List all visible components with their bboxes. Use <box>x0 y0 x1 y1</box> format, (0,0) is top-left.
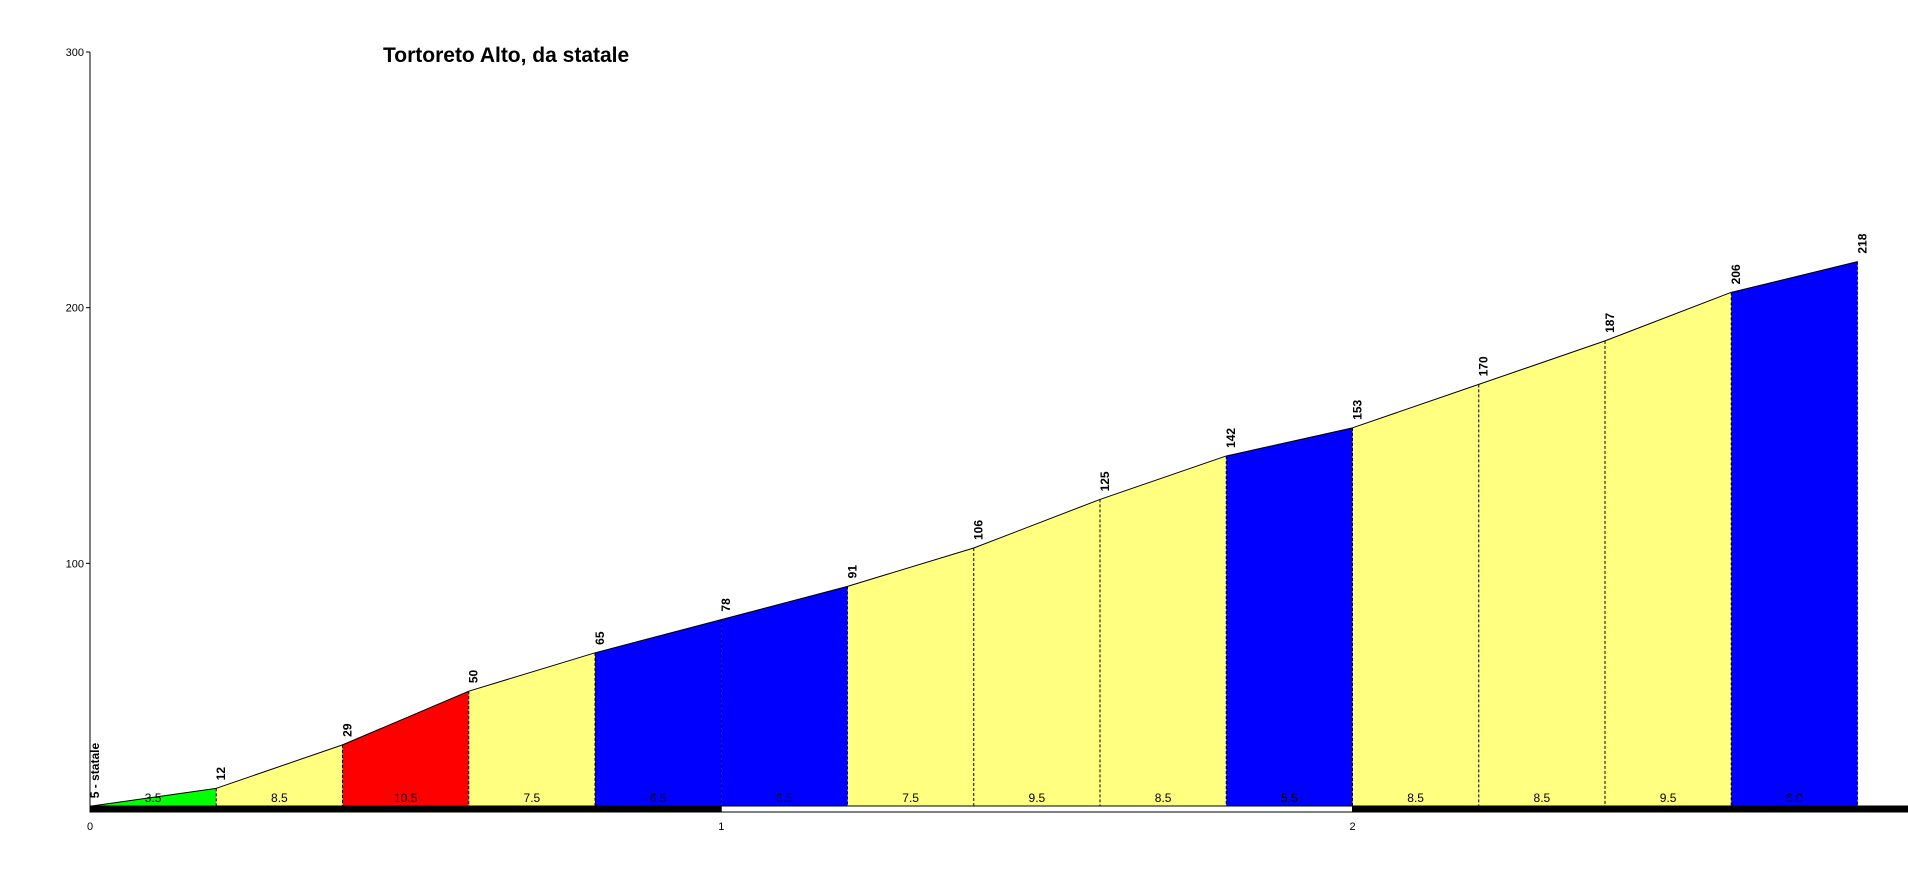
segment <box>847 547 974 806</box>
profile-line <box>1226 427 1353 457</box>
x-tick-label: 2 <box>1349 821 1355 833</box>
gradient-label: 6.5 <box>650 791 667 805</box>
segment <box>721 586 848 806</box>
profile-line <box>721 585 848 621</box>
profile-line <box>1604 291 1732 342</box>
profile-line <box>89 787 217 807</box>
gradient-label: 9.5 <box>1029 791 1046 805</box>
segment <box>1100 455 1227 806</box>
profile-line <box>973 498 1101 549</box>
gradient-label: 8.5 <box>1155 791 1172 805</box>
profile-line <box>1352 383 1479 429</box>
km-bar <box>720 805 1353 813</box>
elevation-label: 218 <box>1856 233 1870 253</box>
profile-line <box>594 619 722 654</box>
segment <box>216 744 343 806</box>
profile-line <box>216 744 343 789</box>
segment <box>973 499 1100 806</box>
elevation-label: 153 <box>1351 399 1365 419</box>
elevation-label: 91 <box>846 565 860 579</box>
profile-line <box>1099 455 1227 500</box>
gradient-label: 7.5 <box>902 791 919 805</box>
gradient-label: 6.0 <box>1786 791 1803 805</box>
km-bar <box>89 805 722 813</box>
segment <box>1731 261 1858 806</box>
elevation-label: 125 <box>1098 471 1112 491</box>
gradient-label: 5.5 <box>1281 791 1298 805</box>
segment <box>1352 384 1479 806</box>
y-tick-label: 300 <box>66 47 84 59</box>
elevation-label: 187 <box>1603 313 1617 333</box>
segment <box>595 619 722 806</box>
profile-line <box>1731 261 1858 293</box>
elevation-label: 106 <box>972 520 986 540</box>
x-tick-label: 1 <box>718 821 724 833</box>
profile-line <box>847 547 974 587</box>
segment <box>342 691 469 806</box>
x-tick-label: 0 <box>87 821 93 833</box>
elevation-label: 12 <box>214 767 228 781</box>
chart-title: Tortoreto Alto, da statale <box>383 44 629 67</box>
elevation-label: 65 <box>593 631 607 645</box>
profile-line <box>468 652 596 692</box>
elevation-label: 50 <box>467 669 481 683</box>
segment <box>1226 427 1353 806</box>
elevation-label: 5 - statale <box>88 743 102 799</box>
segment <box>468 652 595 806</box>
profile-line <box>342 690 469 746</box>
elevation-label: 29 <box>341 723 355 737</box>
gradient-label: 8.5 <box>1534 791 1551 805</box>
km-bar <box>1352 805 1908 813</box>
gradient-label: 8.5 <box>1407 791 1424 805</box>
gradient-label: 10.5 <box>394 791 418 805</box>
segment <box>1478 340 1605 806</box>
elevation-label: 170 <box>1477 356 1491 376</box>
elevation-label: 142 <box>1224 428 1238 448</box>
elevation-label: 206 <box>1729 264 1743 284</box>
y-tick-label: 100 <box>66 558 84 570</box>
profile-line <box>1478 340 1606 385</box>
gradient-label: 3.5 <box>145 791 162 805</box>
gradient-label: 6.5 <box>776 791 793 805</box>
gradient-label: 8.5 <box>271 791 288 805</box>
segment <box>1605 292 1732 806</box>
gradient-label: 9.5 <box>1660 791 1677 805</box>
elevation-label: 78 <box>719 598 733 612</box>
y-tick-label: 200 <box>66 303 84 315</box>
gradient-label: 7.5 <box>524 791 541 805</box>
